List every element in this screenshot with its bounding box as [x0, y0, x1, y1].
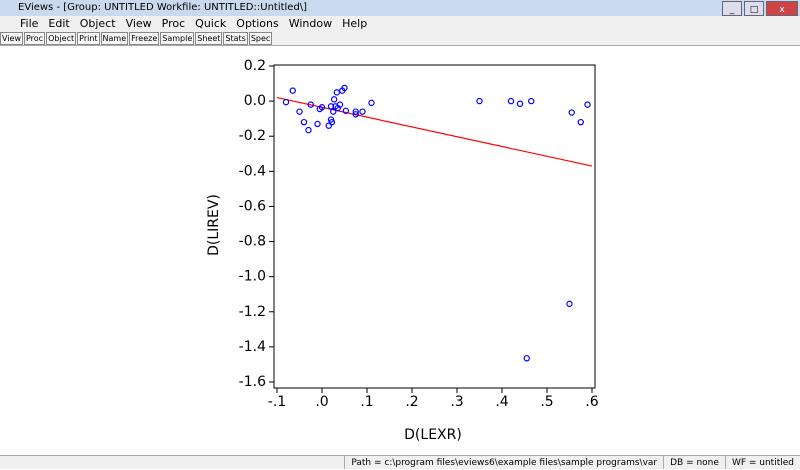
scatter-point — [305, 126, 312, 134]
y-tick-label: -1.4 — [239, 339, 266, 355]
toolbar-button[interactable]: View — [0, 32, 23, 45]
scatter-point — [318, 104, 326, 111]
toolbar-button[interactable]: Name — [100, 32, 129, 45]
x-axis-label: D(LEXR) — [404, 427, 462, 443]
scatter-point — [307, 101, 314, 108]
status-field: Path = c:\program files\eviews6\example … — [344, 456, 663, 469]
scatter-point — [476, 97, 483, 105]
toolbar-button[interactable]: Proc — [23, 32, 46, 45]
toolbar-button[interactable]: Spec — [248, 32, 273, 45]
toolbar-button[interactable]: Freeze — [129, 32, 160, 45]
scatter-point — [577, 118, 584, 126]
maximize-button[interactable]: □ — [744, 1, 764, 16]
window-title: EViews - [Group: UNTITLED Workfile: UNTI… — [18, 2, 308, 13]
toolbar: View Proc Object Print Name Freeze Sample Sheet… — [0, 32, 800, 46]
status-field: DB = none — [663, 456, 725, 469]
scatter-point — [341, 84, 348, 92]
menu-item[interactable]: File — [20, 17, 39, 30]
scatter-point — [568, 109, 575, 116]
scatter-point — [584, 101, 591, 108]
menu-item[interactable]: Edit — [48, 17, 70, 30]
toolbar-button[interactable]: Sheet — [195, 32, 223, 45]
menu-item[interactable]: Help — [342, 17, 368, 30]
toolbar-button[interactable]: Stats — [223, 32, 248, 45]
scatter-point — [516, 100, 524, 107]
menu-item[interactable]: Proc — [161, 17, 186, 30]
x-tick-label: .2 — [405, 394, 418, 410]
y-tick-label: -1.6 — [239, 374, 266, 390]
minimize-button[interactable]: _ — [722, 1, 742, 16]
menu-bar: File Edit Object View Proc Quick Options Window… — [0, 16, 800, 32]
scatter-point — [523, 355, 530, 362]
scatter-point — [314, 120, 321, 128]
toolbar-button[interactable]: Sample — [160, 32, 195, 45]
menu-item[interactable]: Object — [79, 17, 116, 30]
toolbar-button[interactable]: Print — [77, 32, 100, 45]
y-tick-label: -1.2 — [239, 304, 266, 320]
x-tick-label: .0 — [315, 394, 328, 410]
scatter-point — [507, 97, 515, 105]
scatter-point — [330, 108, 337, 115]
close-button[interactable]: x — [766, 1, 798, 16]
y-tick-label: -1.0 — [239, 269, 266, 285]
x-tick-label: .6 — [585, 394, 598, 410]
x-tick-label: .1 — [360, 394, 373, 410]
menu-item[interactable]: View — [125, 17, 152, 30]
plot-frame — [273, 64, 596, 389]
y-tick-label: -0.2 — [239, 128, 266, 144]
y-tick-label: -0.4 — [239, 163, 266, 179]
status-bar: Path = c:\program files\eviews6\example … — [0, 455, 800, 469]
toolbar-button[interactable]: Object — [46, 32, 77, 45]
chart: D(LEXR) D(LIREV) 0.2 0.0 -0.2 -0.4 -0.6 -0.8 -… — [206, 58, 599, 443]
scatter-point — [289, 87, 296, 94]
scatter-point — [368, 99, 375, 107]
scatter-point — [528, 97, 535, 105]
scatter-point — [336, 101, 344, 108]
status-field: WF = untitled — [724, 456, 800, 469]
y-tick-label: -0.6 — [239, 198, 266, 214]
scatter-point — [333, 89, 341, 96]
y-tick-label: -0.8 — [239, 234, 266, 250]
scatter-point — [296, 108, 303, 115]
x-tick-label: .5 — [540, 394, 553, 410]
menu-item[interactable]: Options — [236, 17, 279, 30]
scatter-point — [359, 108, 366, 115]
scatter-point — [282, 98, 290, 106]
x-tick-label: .3 — [450, 394, 463, 410]
scatter-point — [325, 122, 332, 129]
y-tick-label: 0.2 — [244, 58, 266, 74]
scatter-point — [352, 108, 359, 115]
x-tick-label: -.1 — [268, 394, 286, 410]
scatter-point — [328, 118, 336, 126]
y-axis-label: D(LIREV) — [206, 194, 222, 256]
title-bar: EViews - [Group: UNTITLED Workfile: UNTI… — [0, 0, 800, 16]
scatter-point — [342, 107, 350, 114]
menu-item[interactable]: Window — [288, 17, 333, 30]
x-tick-label: .4 — [495, 394, 508, 410]
y-tick-label: 0.0 — [244, 93, 266, 109]
scatter-point — [327, 103, 335, 110]
menu-item[interactable]: Quick — [195, 17, 227, 30]
scatter-point — [352, 111, 359, 118]
scatter-point — [300, 118, 308, 126]
scatter-point — [566, 300, 573, 308]
scatter-point — [330, 96, 338, 103]
